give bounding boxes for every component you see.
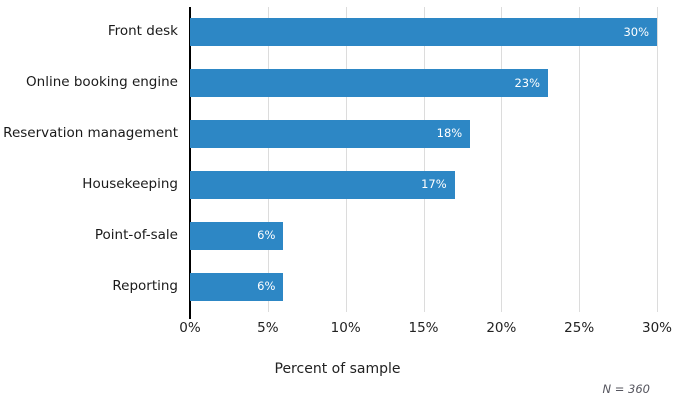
bar-value-label: 6% — [257, 278, 276, 293]
sample-size-note: N = 360 — [602, 382, 651, 396]
gridline — [267, 7, 269, 312]
x-tick-label: 20% — [486, 320, 517, 336]
bar: 30% — [190, 18, 657, 47]
gridline — [423, 7, 425, 312]
category-label: Housekeeping — [82, 175, 178, 192]
bar-value-label: 30% — [623, 24, 649, 39]
gridline — [501, 7, 503, 312]
gridline — [657, 7, 658, 312]
bar: 23% — [190, 69, 549, 98]
category-label: Reservation management — [3, 125, 178, 142]
x-tick-label: 0% — [179, 320, 201, 336]
bar: 17% — [190, 170, 455, 199]
category-label: Front desk — [107, 23, 178, 40]
bar-value-label: 17% — [421, 177, 447, 192]
category-label: Reporting — [112, 277, 178, 294]
category-label: Online booking engine — [26, 74, 178, 91]
x-tick-label: 15% — [408, 320, 439, 336]
y-axis-line — [189, 7, 191, 319]
bar-value-label: 18% — [436, 126, 463, 141]
gridline — [345, 7, 347, 312]
bar: 18% — [190, 120, 471, 149]
bar: 6% — [190, 221, 284, 250]
bar: 6% — [190, 272, 284, 301]
x-axis-label: Percent of sample — [274, 361, 401, 377]
category-label: Point-of-sale — [94, 226, 178, 243]
x-tick-label: 30% — [641, 320, 673, 336]
bar-value-label: 23% — [514, 75, 541, 90]
gridline — [579, 7, 581, 312]
x-tick-label: 10% — [330, 320, 361, 336]
x-tick-label: 5% — [257, 320, 279, 336]
x-tick-label: 25% — [564, 320, 595, 336]
bar-value-label: 6% — [257, 228, 276, 242]
